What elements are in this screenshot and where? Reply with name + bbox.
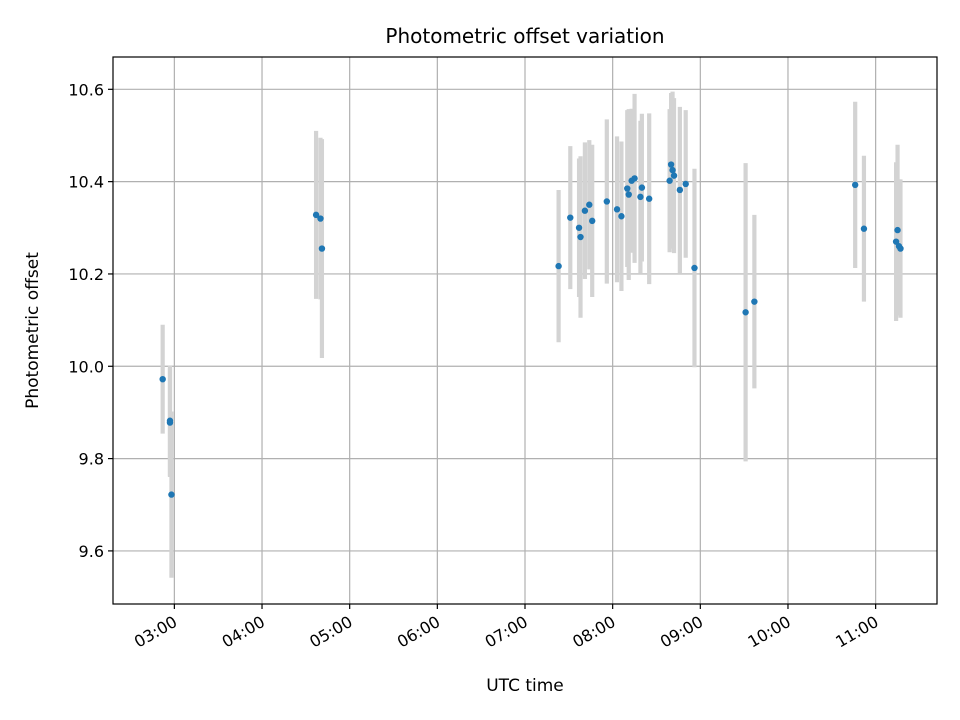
y-tick-label: 10.6 <box>68 80 104 99</box>
data-point <box>851 181 859 189</box>
data-point <box>669 166 676 174</box>
data-point <box>618 213 625 220</box>
data-point <box>860 225 868 232</box>
data-point <box>894 226 901 234</box>
y-tick-label: 10.2 <box>68 265 104 284</box>
data-point <box>742 309 749 316</box>
chart-title: Photometric offset variation <box>385 24 664 48</box>
data-point <box>625 191 632 198</box>
data-point <box>667 161 675 168</box>
data-point <box>168 491 175 498</box>
data-point <box>312 211 320 219</box>
y-axis-title: Photometric offset <box>23 252 43 409</box>
data-point <box>676 186 684 194</box>
data-point <box>670 172 678 179</box>
data-point <box>645 195 653 202</box>
data-point <box>555 262 562 270</box>
data-point <box>637 193 644 201</box>
grid <box>113 57 937 604</box>
data-point <box>317 215 324 222</box>
data-point <box>682 180 689 188</box>
data-point <box>897 245 904 252</box>
data-point <box>567 214 574 221</box>
data-points <box>159 161 904 498</box>
data-point <box>577 233 584 241</box>
data-point <box>892 238 900 245</box>
data-point <box>581 207 589 214</box>
data-point <box>575 224 583 231</box>
data-point <box>166 419 174 426</box>
data-point <box>691 264 698 272</box>
data-point <box>638 184 646 191</box>
data-point <box>159 375 166 383</box>
data-point <box>624 185 631 192</box>
data-point <box>751 298 758 305</box>
data-point <box>586 201 593 208</box>
data-point <box>613 206 621 213</box>
y-axis-ticks: 9.6 9.8 10.0 10.2 10.4 10.6 <box>68 80 113 561</box>
data-point <box>666 177 673 184</box>
y-tick-label: 10.0 <box>68 357 104 376</box>
x-axis-title: UTC time <box>486 676 564 696</box>
data-point <box>318 245 326 252</box>
y-tick-label: 9.6 <box>79 542 104 561</box>
data-point <box>589 217 596 225</box>
data-point <box>631 175 638 182</box>
data-point <box>603 198 611 205</box>
y-tick-label: 10.4 <box>68 173 104 192</box>
y-tick-label: 9.8 <box>79 450 104 469</box>
